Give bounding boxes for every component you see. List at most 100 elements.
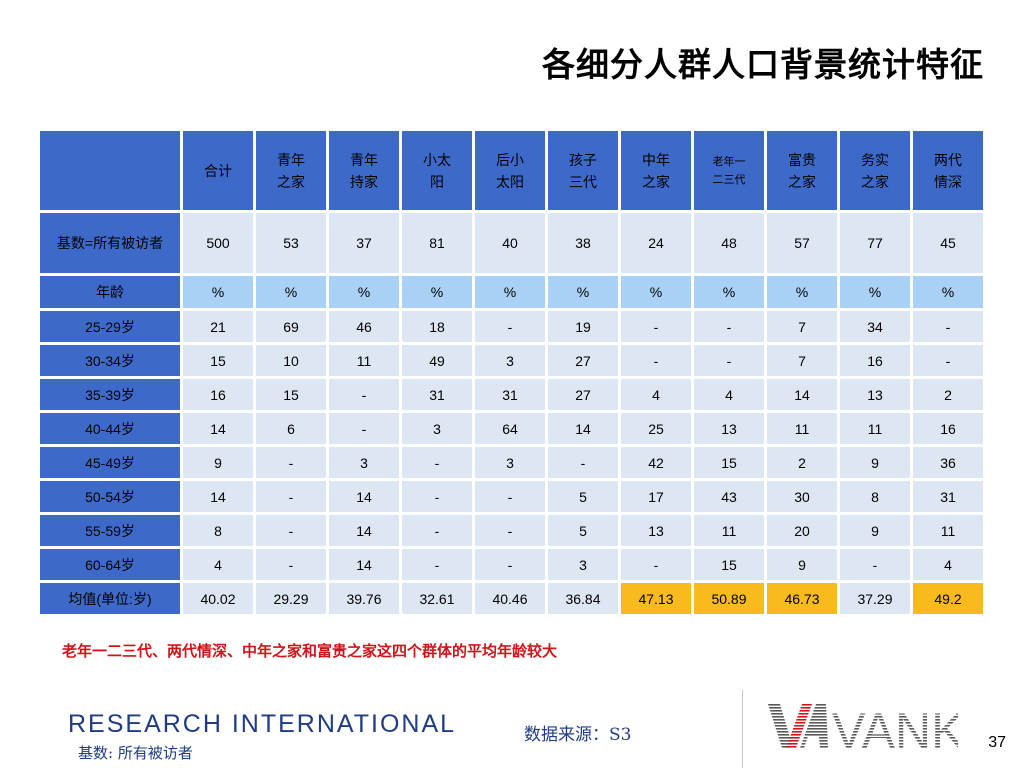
data-cell: - [256, 447, 326, 478]
column-header-line: 青年 [350, 151, 378, 168]
data-cell: % [621, 276, 691, 308]
data-cell: % [183, 276, 253, 308]
column-header: 两代 情深 [913, 131, 983, 210]
data-cell: - [402, 481, 472, 512]
data-cell: % [694, 276, 764, 308]
data-cell: 3 [548, 549, 618, 580]
data-cell: 81 [402, 213, 472, 273]
column-header-line: 孩子 [569, 151, 597, 168]
data-cell: 64 [475, 413, 545, 444]
vanke-logo: VANKE [768, 703, 958, 754]
data-cell: 13 [694, 413, 764, 444]
data-cell: 38 [548, 213, 618, 273]
data-cell: 9 [767, 549, 837, 580]
column-header-line: 老年一 [712, 155, 746, 168]
column-header-line: 务实 [861, 151, 889, 168]
row-label: 40-44岁 [40, 413, 180, 444]
data-cell: 4 [621, 379, 691, 410]
data-cell: 53 [256, 213, 326, 273]
data-cell: 37.29 [840, 583, 910, 614]
data-cell: 14 [329, 481, 399, 512]
row-label: 55-59岁 [40, 515, 180, 546]
data-cell: 3 [329, 447, 399, 478]
data-cell: 48 [694, 213, 764, 273]
column-header-line: 之家 [642, 173, 670, 190]
data-cell: 2 [767, 447, 837, 478]
header-row: 合计 青年 之家 青年 持家 小太阳后小 太阳 孩子 三代 中年 之家 老年一 二三代 富贵 之家 务实 之家两… [40, 131, 983, 210]
data-cell: 20 [767, 515, 837, 546]
highlighted-cell: 46.73 [767, 583, 837, 614]
column-header: 后小 太阳 [475, 131, 545, 210]
data-cell: 4 [183, 549, 253, 580]
data-cell: 3 [475, 345, 545, 376]
column-header: 孩子 三代 [548, 131, 618, 210]
column-header-line: 情深 [934, 173, 962, 190]
data-cell: 13 [621, 515, 691, 546]
conclusion-note: 老年一二三代、两代情深、中年之家和富贵之家这四个群体的平均年龄较大 [62, 642, 558, 660]
data-cell: 14 [767, 379, 837, 410]
data-cell: 7 [767, 311, 837, 342]
column-header: 富贵 之家 [767, 131, 837, 210]
data-cell: - [621, 549, 691, 580]
data-cell: 15 [694, 549, 764, 580]
data-cell: - [329, 413, 399, 444]
data-cell: 42 [621, 447, 691, 478]
data-cell: % [913, 276, 983, 308]
data-cell: 39.76 [329, 583, 399, 614]
base-row: 基数=所有被访者 500 53 37 81 40 38 24 48 57 77 45 [40, 213, 983, 273]
data-cell: - [256, 549, 326, 580]
data-cell: - [256, 481, 326, 512]
data-cell: 13 [840, 379, 910, 410]
column-header-line: 二三代 [712, 173, 746, 186]
age-row: 50-54岁 14-14- -5 17 43 30 8 31 [40, 481, 983, 512]
highlighted-cell: 50.89 [694, 583, 764, 614]
column-header: 务实 之家 [840, 131, 910, 210]
data-cell: 40 [475, 213, 545, 273]
data-cell: 21 [183, 311, 253, 342]
data-cell: % [329, 276, 399, 308]
data-cell: 6 [256, 413, 326, 444]
data-cell: 31 [402, 379, 472, 410]
vanke-logo-text: VANKE [832, 703, 958, 754]
stats-table: 合计 青年 之家 青年 持家 小太阳后小 太阳 孩子 三代 中年 之家 老年一 二三代 富贵 之家 务实 之家两… [37, 128, 986, 617]
data-cell: - [548, 447, 618, 478]
data-cell: % [256, 276, 326, 308]
data-cell: - [621, 311, 691, 342]
data-cell: 15 [256, 379, 326, 410]
footer-divider [742, 690, 743, 768]
data-cell: % [548, 276, 618, 308]
data-cell: % [402, 276, 472, 308]
column-header-line: 富贵 [788, 151, 816, 168]
data-cell: - [256, 515, 326, 546]
column-header-line: 阳 [430, 173, 444, 190]
data-cell: 29.29 [256, 583, 326, 614]
column-header-line: 持家 [350, 173, 378, 190]
data-cell: 34 [840, 311, 910, 342]
data-cell: 14 [329, 515, 399, 546]
row-label: 均值(单位:岁) [40, 583, 180, 614]
data-cell: 25 [621, 413, 691, 444]
mean-row: 均值(单位:岁) 40.02 29.29 39.76 32.61 40.46 36.84 47… [40, 583, 983, 614]
row-label: 35-39岁 [40, 379, 180, 410]
column-header: 青年 之家 [256, 131, 326, 210]
data-cell: 16 [183, 379, 253, 410]
column-header-line: 太阳 [496, 173, 524, 190]
age-row: 30-34岁 15 10 11 49 3 27- -7 16- [40, 345, 983, 376]
column-header: 中年 之家 [621, 131, 691, 210]
column-header-line: 两代 [934, 151, 962, 168]
data-cell: 8 [840, 481, 910, 512]
data-cell: 4 [694, 379, 764, 410]
row-label: 60-64岁 [40, 549, 180, 580]
data-cell: 18 [402, 311, 472, 342]
row-label: 年龄 [40, 276, 180, 308]
age-row: 60-64岁 4-14- -3-15 9-4 [40, 549, 983, 580]
data-cell: 27 [548, 379, 618, 410]
age-header-row: 年龄%%%%%%%%%%% [40, 276, 983, 308]
data-cell: - [402, 549, 472, 580]
row-label: 45-49岁 [40, 447, 180, 478]
data-cell: 15 [694, 447, 764, 478]
data-cell: 3 [402, 413, 472, 444]
data-cell: 36 [913, 447, 983, 478]
data-cell: - [840, 549, 910, 580]
data-cell: - [475, 481, 545, 512]
